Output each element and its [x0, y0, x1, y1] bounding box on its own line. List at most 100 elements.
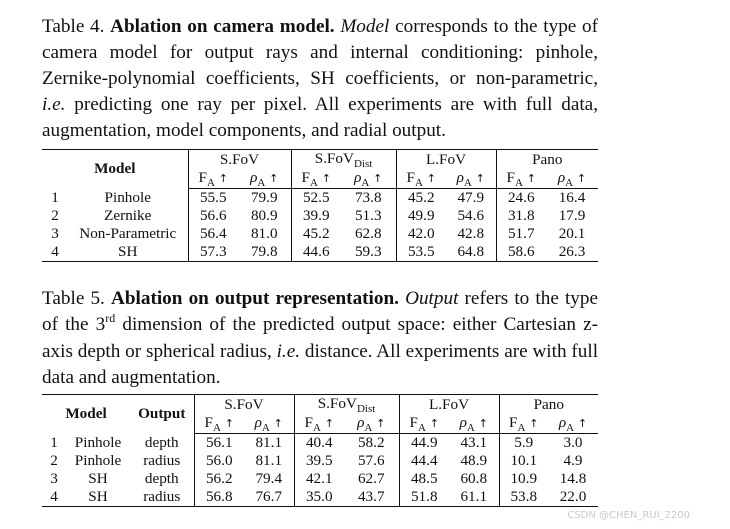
table5-cell: 39.5 [305, 452, 333, 469]
table4-caption-text2: predicting one ray per pixel. All experi… [42, 94, 598, 141]
table4-metric-f-3: FA ↑ [396, 169, 446, 189]
table4-cell: 53.5 [407, 243, 435, 260]
row-model: Non-Parametric [68, 225, 189, 243]
table5-cell: 56.0 [205, 452, 233, 469]
table4-cell: 79.9 [238, 188, 292, 207]
row-model: Zernike [68, 207, 189, 225]
table4-cell: 57.3 [199, 243, 227, 260]
row-model: SH [88, 470, 108, 487]
row-index: 1 [51, 188, 59, 206]
table4: Model S.FoV S.FoVDist L.FoV Pano FA ↑ ρA … [42, 149, 598, 262]
table5-metric-rho-3: ρA ↑ [449, 414, 500, 434]
row-index: 4 [51, 243, 59, 260]
table5-cell: 4.9 [563, 452, 583, 469]
table5-header-model: Model [65, 405, 107, 423]
table5-group-sfov-dist: S.FoVDist [294, 394, 400, 415]
table4-cell: 49.9 [407, 207, 435, 224]
table5-metric-rho-2: ρA ↑ [344, 414, 400, 434]
table4-cell: 16.4 [558, 189, 586, 206]
table4-cell: 39.9 [302, 207, 330, 224]
table5-cell: 40.4 [305, 434, 333, 451]
table4-cell: 54.6 [446, 207, 497, 225]
table5-metric-rho-4: ρA ↑ [548, 414, 598, 434]
table4-metric-f-4: FA ↑ [496, 169, 546, 189]
table4-cell: 44.6 [302, 243, 330, 260]
table5-caption: Table 5. Ablation on output representati… [42, 286, 598, 391]
row-index: 4 [50, 488, 58, 505]
table5-cell: 43.1 [449, 433, 500, 452]
table4-cell: 64.8 [446, 243, 497, 262]
row-model: Pinhole [74, 433, 122, 451]
row-output: radius [130, 488, 195, 507]
table5: Model Output S.FoV S.FoVDist L.FoV Pano … [42, 394, 598, 507]
table5-cell: 51.8 [410, 488, 438, 505]
table4-group-sfov: S.FoV [188, 149, 292, 169]
table4-group-lfov: L.FoV [396, 149, 497, 169]
table5-cell: 76.7 [244, 488, 295, 507]
table5-cell: 48.5 [410, 470, 438, 487]
table4-cell: 52.5 [302, 189, 330, 206]
table4-cell: 56.4 [199, 225, 227, 242]
table5-cell: 60.8 [449, 470, 500, 488]
table4-metric-f-1: FA ↑ [188, 169, 238, 189]
table4-group-pano: Pano [532, 150, 563, 168]
table4-cell: 26.3 [558, 243, 586, 260]
table5-caption-em1: Output [405, 288, 459, 309]
table5-metric-f-4: FA ↑ [499, 414, 548, 434]
table5-cell: 10.9 [510, 470, 538, 487]
table4-row: 1 Pinhole 55.5 79.9 52.5 73.8 45.2 47.9 24.6 16.4 [42, 188, 598, 207]
table5-cell: 79.4 [244, 470, 295, 488]
table4-cell: 55.5 [199, 189, 227, 206]
row-model: SH [88, 488, 108, 505]
table4-caption-title: Ablation on camera model. [110, 16, 335, 37]
table5-cell: 48.9 [449, 452, 500, 470]
table4-caption: Table 4. Ablation on camera model. Model… [42, 14, 598, 144]
table4-cell: 45.2 [302, 225, 330, 242]
row-model: Pinhole [74, 452, 122, 469]
row-index: 2 [50, 452, 58, 469]
table4-caption-em2: i.e. [42, 94, 66, 115]
table5-cell: 22.0 [559, 488, 587, 505]
table5-row: 2 Pinhole radius 56.0 81.1 39.5 57.6 44.4 48.9 10… [42, 452, 598, 470]
watermark: CSDN @CHEN_RUI_2200 [567, 510, 690, 521]
table5-cell: 81.1 [244, 433, 295, 452]
table5-cell: 62.7 [344, 470, 400, 488]
table5-caption-text1a: refers to the type of the 3 [42, 288, 599, 335]
table4-cell: 56.6 [199, 207, 227, 224]
table4-metric-f-2: FA ↑ [291, 169, 341, 189]
table5-group-pano: Pano [533, 395, 564, 413]
row-output: depth [130, 433, 195, 452]
table5-metric-f-1: FA ↑ [194, 414, 244, 434]
table4-metric-rho-2: ρA ↑ [341, 169, 397, 189]
table4-cell: 31.8 [507, 207, 535, 224]
table4-cell: 45.2 [407, 189, 435, 206]
row-output: depth [130, 470, 195, 488]
table5-group-sfov: S.FoV [194, 394, 295, 414]
table4-cell: 20.1 [558, 225, 586, 242]
table4-cell: 58.6 [507, 243, 535, 260]
table5-metric-f-3: FA ↑ [399, 414, 449, 434]
table5-caption-em2: i.e. [276, 341, 301, 362]
row-index: 3 [50, 470, 58, 487]
row-output: radius [130, 452, 195, 470]
table5-cell: 44.4 [410, 452, 438, 469]
table5-cell: 42.1 [305, 470, 333, 487]
table5-caption-text1b: dimension of the predicted output space:… [42, 314, 598, 362]
table5-caption-text2: distance. All experiments are with full … [42, 341, 599, 388]
table4-cell: 42.0 [407, 225, 435, 242]
table5-cell: 81.1 [244, 452, 295, 470]
table4-cell: 51.3 [341, 207, 397, 225]
table5-caption-title: Ablation on output representation. [111, 288, 399, 309]
table4-cell: 79.8 [238, 243, 292, 262]
row-index: 3 [51, 225, 59, 242]
table5-cell: 43.7 [344, 488, 400, 507]
table5-cell: 56.1 [205, 434, 233, 451]
table5-cell: 14.8 [559, 470, 587, 487]
table5-cell: 5.9 [514, 434, 534, 451]
table5-header-output: Output [130, 394, 195, 434]
table5-row: 3 SH depth 56.2 79.4 42.1 62.7 48.5 60.8 10.9 14.8 [42, 470, 598, 488]
table4-cell: 80.9 [238, 207, 292, 225]
table5-cell: 44.9 [410, 434, 438, 451]
table4-cell: 51.7 [507, 225, 535, 242]
table5-metric-rho-1: ρA ↑ [244, 414, 295, 434]
